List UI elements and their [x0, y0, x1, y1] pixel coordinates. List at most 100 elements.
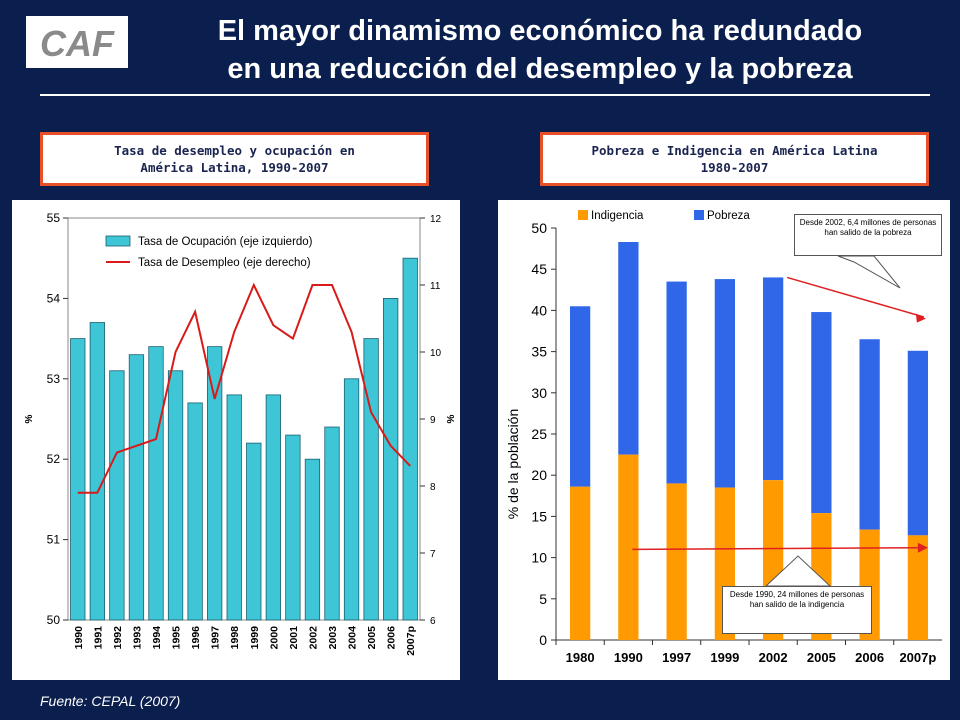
- x-tick-label-1: 2007p: [405, 626, 417, 656]
- x-tick-label-1: 2004: [347, 626, 359, 650]
- title-divider: [40, 94, 930, 96]
- x-tick-label-1: 1991: [92, 626, 104, 650]
- poverty-bar: [811, 312, 832, 514]
- right-y-tick-label: 7: [430, 549, 436, 560]
- left-y-tick-label: 55: [47, 211, 61, 225]
- occupation-bar: [226, 394, 242, 621]
- occupation-bar: [167, 370, 184, 621]
- legend-poverty-swatch: [694, 210, 704, 220]
- poverty-trend-arrowhead: [915, 313, 926, 323]
- right-chart-title-line-1: Pobreza e Indigencia en América Latina: [591, 143, 878, 158]
- x-tick-label-2: 2005: [807, 650, 836, 665]
- occupation-bar: [207, 346, 223, 621]
- occupation-bar: [285, 434, 301, 621]
- occupation-bar: [109, 370, 125, 621]
- x-tick-label-2: 2006: [855, 650, 884, 665]
- indigence-trend-arrow: [632, 546, 924, 551]
- poverty-chart-panel: 0 5 10 15 20 25 30 35 40 45 50 % de la población 198…: [498, 200, 950, 680]
- legend-indigence-swatch: [578, 210, 588, 220]
- x-tick-label-1: 1992: [112, 626, 124, 650]
- title-line-2: en una reducción del desempleo y la pobr…: [227, 53, 853, 85]
- left-chart-title-line-2: América Latina, 1990-2007: [140, 160, 329, 175]
- occupation-bar: [89, 322, 105, 621]
- x-tick-label-2: 2002: [759, 650, 788, 665]
- poverty-chart: 0 5 10 15 20 25 30 35 40 45 50 % de la población 198…: [505, 210, 942, 665]
- left-y-tick-label: 51: [47, 533, 61, 547]
- occupation-bar: [246, 442, 262, 621]
- x-tick-label-1: 2005: [366, 626, 378, 650]
- right-y-tick-label: 6: [430, 616, 436, 627]
- legend-poverty-label: Pobreza: [707, 210, 750, 222]
- occupation-bar: [383, 298, 399, 621]
- right-y-tick-label: 8: [430, 482, 436, 493]
- occupation-bar: [148, 346, 164, 621]
- x-tick-label-1: 1997: [210, 626, 222, 650]
- left-y-tick-label: 53: [47, 372, 61, 386]
- occupation-bar: [70, 338, 86, 621]
- x-tick-label-1: 1999: [249, 626, 261, 650]
- poverty-bar: [907, 350, 929, 536]
- left-y-tick-label: 52: [47, 452, 61, 466]
- poverty-bar: [666, 281, 687, 484]
- svg-text:CAF: CAF: [40, 23, 115, 64]
- poverty-bar: [618, 242, 639, 455]
- x-tick-label-2: 1990: [614, 650, 643, 665]
- occupation-bar: [402, 257, 418, 621]
- legend-unemployment-label: Tasa de Desempleo (eje derecho): [138, 257, 311, 269]
- x-tick-label-1: 1990: [73, 626, 85, 650]
- y-tick-label-2: 40: [531, 302, 547, 318]
- y-tick-label-2: 5: [539, 591, 547, 607]
- poverty-bar: [859, 339, 880, 530]
- page-title: El mayor dinamismo económico ha redundad…: [140, 12, 940, 88]
- left-y-axis-label: %: [24, 414, 35, 423]
- x-tick-label-1: 2000: [268, 626, 280, 650]
- x-tick-label-1: 2001: [288, 626, 300, 650]
- occupation-bar: [265, 394, 281, 621]
- x-tick-label-1: 2002: [307, 626, 319, 650]
- caf-logo: CAF: [26, 16, 128, 68]
- x-tick-label-1: 2006: [386, 626, 398, 650]
- y-tick-label-2: 35: [531, 344, 547, 360]
- indigence-trend-arrowhead: [917, 542, 928, 553]
- left-y-tick-label: 50: [47, 613, 61, 627]
- poverty-callout-pointer: [837, 255, 901, 289]
- x-tick-label-1: 1996: [190, 626, 202, 650]
- unemployment-line: [77, 282, 411, 494]
- y-tick-label-2: 30: [531, 385, 547, 401]
- y-tick-label-2: 50: [531, 220, 547, 236]
- y-tick-label-2: 45: [531, 261, 547, 277]
- poverty-bar: [714, 279, 736, 488]
- occupation-bar: [324, 426, 340, 621]
- poverty-bar: [569, 306, 591, 487]
- x-tick-label-1: 2003: [327, 626, 339, 650]
- left-chart-title-line-1: Tasa de desempleo y ocupación en: [114, 143, 355, 158]
- x-tick-label-2: 1999: [710, 650, 739, 665]
- source-note: Fuente: CEPAL (2007): [40, 693, 181, 709]
- poverty-bar: [762, 277, 784, 481]
- occupation-bar: [128, 354, 145, 621]
- unemployment-chart-panel: 50 51 52 53 54 55 6 7 8 9 10 11 12%% 1990 1991 1992 1993…: [12, 200, 460, 680]
- right-y-tick-label: 11: [430, 281, 441, 292]
- occupation-bar: [187, 402, 203, 621]
- legend-occupation-swatch: [105, 235, 131, 247]
- right-y-tick-label: 12: [430, 214, 442, 225]
- right-y-tick-label: 10: [430, 348, 442, 359]
- poverty-trend-arrow: [786, 276, 925, 318]
- legend-indigence-label: Indigencia: [591, 210, 644, 222]
- left-y-tick-label: 54: [47, 291, 61, 305]
- unemployment-chart: 50 51 52 53 54 55 6 7 8 9 10 11 12% % 1990 1991 1992 1993…: [24, 211, 457, 656]
- occupation-bar: [304, 458, 321, 621]
- right-chart-title-box: Pobreza e Indigencia en América Latina 1…: [540, 132, 929, 186]
- right-y-tick-label: 9: [430, 415, 436, 426]
- y-tick-label-2: 0: [539, 632, 547, 648]
- y-tick-label-2: 10: [531, 550, 547, 566]
- left-chart-title-box: Tasa de desempleo y ocupación en América…: [40, 132, 429, 186]
- right-y-axis-label: %: [446, 414, 457, 423]
- occupation-bar: [363, 338, 379, 621]
- y-tick-label-2: 15: [531, 508, 547, 524]
- x-tick-label-1: 1995: [171, 626, 183, 650]
- indigence-bar: [618, 454, 639, 640]
- right-chart-title-line-2: 1980-2007: [700, 160, 769, 175]
- y-tick-label-2: 20: [531, 467, 547, 483]
- y-axis-label-2: % de la población: [505, 409, 521, 520]
